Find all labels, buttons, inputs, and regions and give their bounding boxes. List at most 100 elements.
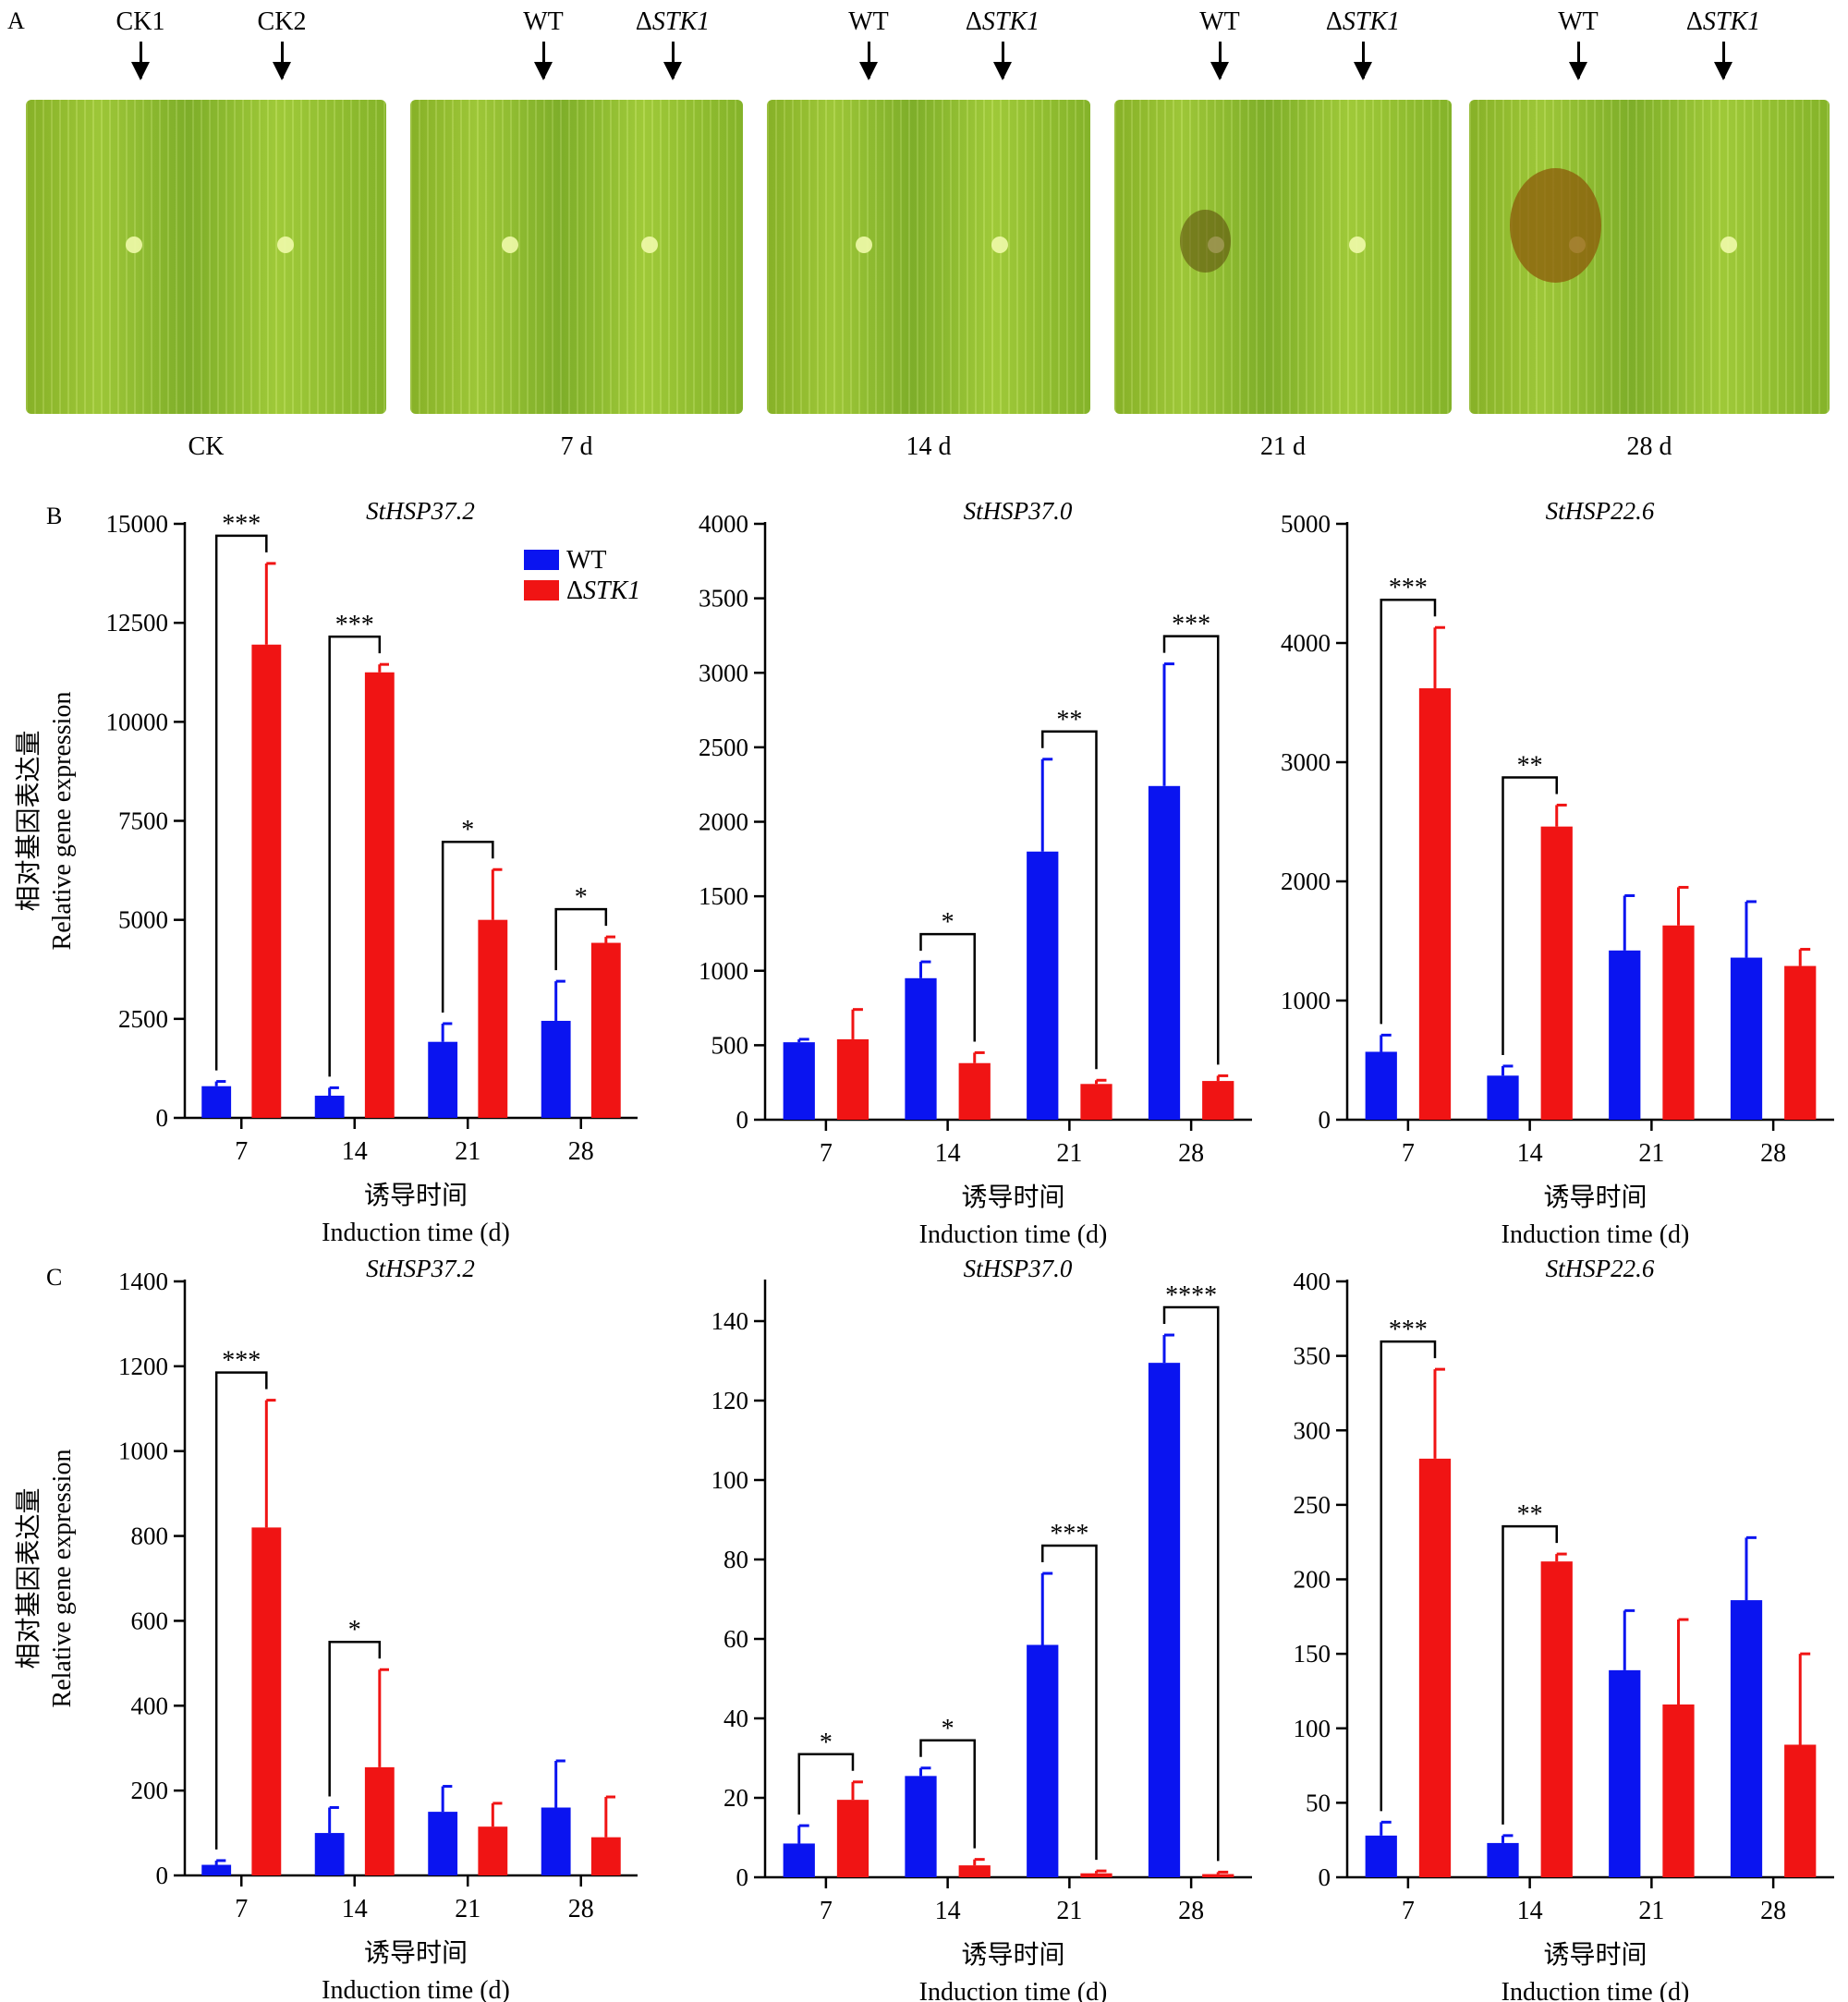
chart-b-2-significance-bracket — [1041, 730, 1098, 1070]
chart-b-3-bar-wt — [1609, 950, 1641, 1120]
chart-b-1-significance-label: *** — [222, 510, 261, 539]
chart-c-3-y-tick-label: 150 — [1294, 1640, 1331, 1668]
chart-c-2-bar-wt — [783, 1843, 815, 1877]
chart-c-2-significance-label: * — [820, 1729, 833, 1757]
chart-c-2-significance-label: * — [942, 1715, 954, 1743]
chart-b-3-x-tick-label: 14 — [1517, 1139, 1543, 1168]
leaf-5-label: 28 d — [1626, 432, 1672, 461]
leaf-image-4 — [1114, 100, 1452, 414]
chart-c-2-significance-bracket — [797, 1753, 855, 1815]
chart-b-3-y-tick-label: 2000 — [1281, 868, 1331, 895]
leaf-2-marker-1: WT — [523, 7, 564, 36]
chart-c-3-bar-wt — [1730, 1600, 1763, 1877]
chart-c-3-xlabel-en: Induction time (d) — [1502, 1978, 1690, 2002]
leaf-5-marker-1: WT — [1558, 7, 1599, 36]
chart-b-1-significance-bracket — [554, 907, 608, 971]
chart-c-3-x-tick-label: 21 — [1638, 1897, 1664, 1925]
chart-b-2-significance-bracket — [919, 932, 976, 1042]
chart-c-2-bar-wt — [1027, 1644, 1059, 1877]
leaf-2-label: 7 d — [560, 432, 593, 461]
chart-b-3-y-tick-label: 4000 — [1281, 629, 1331, 657]
chart-c-1-y-tick-label: 400 — [131, 1692, 169, 1719]
chart-b-1-x-tick-label: 14 — [342, 1137, 368, 1166]
chart-c-1-x-tick-label: 21 — [455, 1895, 480, 1923]
chart-c-3-significance-bracket — [1380, 1340, 1437, 1812]
chart-b-2-y-tick-label: 1000 — [699, 957, 748, 985]
chart-c-3-y-tick-label: 400 — [1294, 1268, 1331, 1295]
chart-c-3-y-tick-label: 100 — [1294, 1715, 1331, 1742]
chart-c-1-bar-stk1 — [478, 1826, 508, 1875]
arrow-icon — [131, 42, 150, 80]
chart-c-2-bar-stk1 — [1080, 1873, 1112, 1877]
chart-b-1-bar-wt — [541, 1020, 571, 1118]
legend-swatch-wt — [524, 550, 559, 570]
chart-b-1-bar-stk1 — [364, 672, 395, 1118]
arrow-icon — [534, 42, 553, 80]
chart-c-2-x-tick-label: 7 — [820, 1897, 833, 1925]
chart-b-1-bar-wt — [314, 1095, 345, 1118]
chart-c-1-y-tick-label: 200 — [131, 1777, 169, 1804]
chart-b-3-bar-wt — [1730, 957, 1763, 1120]
arrow-icon — [273, 42, 291, 80]
chart-c-2-y-tick-label: 100 — [711, 1466, 749, 1494]
chart-b-1-y-tick-label: 15000 — [106, 510, 169, 538]
chart-c-2-bar-stk1 — [1202, 1874, 1234, 1877]
chart-c-1-y-tick-label: 0 — [156, 1862, 169, 1889]
chart-b-1-y-tick-label: 10000 — [106, 708, 169, 735]
chart-b-3-y-tick-label: 1000 — [1281, 987, 1331, 1014]
chart-b-1-significance-label: *** — [335, 611, 374, 639]
arrow-icon — [1569, 42, 1587, 80]
chart-c-1-significance-bracket — [214, 1371, 268, 1850]
leaf-1-label: CK — [188, 432, 225, 461]
leaf-3-label: 14 d — [906, 432, 952, 461]
arrow-icon — [993, 42, 1012, 80]
chart-b-2-significance-label: ** — [1056, 706, 1082, 734]
chart-b-2-bar-wt — [1148, 785, 1181, 1120]
chart-b-3-x-tick-label: 21 — [1638, 1139, 1664, 1168]
arrow-icon — [663, 42, 682, 80]
chart-c-2-significance-label: *** — [1050, 1520, 1088, 1548]
leaf-2-marker-2: ΔSTK1 — [635, 7, 711, 36]
leaf-4-label: 21 d — [1260, 432, 1306, 461]
chart-b-2-bar-wt — [783, 1042, 815, 1120]
chart-b-2-x-tick-label: 28 — [1178, 1139, 1204, 1168]
chart-b-1-y-tick-label: 2500 — [118, 1005, 168, 1033]
chart-c-3-y-tick-label: 350 — [1294, 1342, 1331, 1370]
chart-b-1-xlabel-cn: 诱导时间 — [364, 1181, 468, 1210]
chart-b-3-title: StHSP22.6 — [1546, 497, 1655, 525]
chart-c-2-significance-label: **** — [1165, 1281, 1217, 1310]
chart-c-3-bar-wt — [1609, 1669, 1641, 1877]
chart-c-3-x-tick-label: 28 — [1760, 1897, 1786, 1925]
chart-b-1-significance-bracket — [441, 840, 494, 1013]
chart-b-2-y-tick-label: 0 — [736, 1106, 749, 1134]
chart-b-1-y-tick-label: 5000 — [118, 906, 168, 934]
leaf-4-marker-1: WT — [1199, 7, 1240, 36]
chart-b-1-bar-stk1 — [251, 644, 282, 1118]
chart-b-3-significance-label: *** — [1389, 574, 1428, 602]
chart-c-2-xlabel-en: Induction time (d) — [919, 1978, 1108, 2002]
chart-b-2-y-tick-label: 2500 — [699, 734, 748, 761]
panel-c-letter: C — [46, 1264, 63, 1291]
chart-b-3-bar-stk1 — [1540, 826, 1573, 1120]
chart-c-2-y-tick-label: 20 — [723, 1784, 748, 1812]
chart-b-3-bar-wt — [1365, 1051, 1397, 1120]
chart-b-3-significance-bracket — [1380, 598, 1437, 1025]
chart-c-3-bar-stk1 — [1540, 1561, 1573, 1877]
chart-b-2-bar-stk1 — [1202, 1081, 1234, 1120]
chart-b-3-x-tick-label: 7 — [1402, 1139, 1415, 1168]
chart-c-1-y-tick-label: 1400 — [118, 1268, 168, 1295]
leaf-image-3 — [767, 100, 1090, 414]
chart-c-2-y-tick-label: 0 — [736, 1863, 749, 1891]
chart-b-2-y-tick-label: 3000 — [699, 659, 748, 686]
chart-c-3-y-tick-label: 0 — [1319, 1863, 1331, 1891]
chart-c-3-y-tick-label: 200 — [1294, 1566, 1331, 1594]
chart-c-3-significance-label: *** — [1389, 1316, 1428, 1344]
arrow-icon — [1354, 42, 1372, 80]
chart-b-1-x-tick-label: 21 — [455, 1137, 480, 1166]
chart-c-3-y-tick-label: 300 — [1294, 1416, 1331, 1444]
chart-c-2-title: StHSP37.0 — [964, 1255, 1073, 1282]
chart-b-1-significance-bracket — [328, 635, 382, 1077]
chart-c-1-y-tick-label: 1000 — [118, 1438, 168, 1465]
chart-c-1-xlabel-en: Induction time (d) — [322, 1976, 510, 2002]
